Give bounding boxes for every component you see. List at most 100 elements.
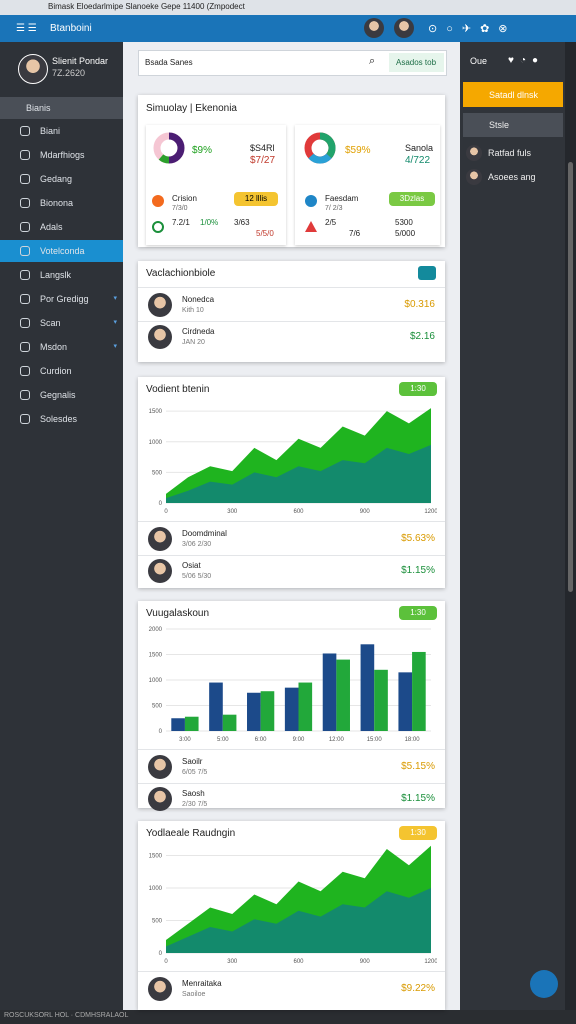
sidebar-item[interactable]: Curdion: [0, 360, 123, 382]
sidebar-item[interactable]: Adals: [0, 216, 123, 238]
row-name: Saosh: [182, 789, 205, 798]
sidebar-label: Gegnalis: [40, 390, 76, 400]
chart: 0 500 1000 1500 0 300 600 900 1200: [149, 845, 437, 965]
menu-icon[interactable]: ☰ ☰: [16, 23, 37, 34]
bar: [171, 718, 185, 731]
app-header: ☰ ☰ Btanboini ⊙○✈✿⊗: [0, 15, 576, 42]
badge: 12 lllis: [234, 192, 278, 206]
card-action[interactable]: [418, 266, 436, 280]
sidebar-item[interactable]: Msdon ▾: [0, 336, 123, 358]
sidebar-item[interactable]: Mdarfhiogs: [0, 144, 123, 166]
search-button[interactable]: Asados tob: [389, 53, 444, 72]
chevron: ▾: [113, 343, 117, 350]
sidebar-item[interactable]: Gegnalis: [0, 384, 123, 406]
sidebar-item[interactable]: Solesdes: [0, 408, 123, 430]
bar: [222, 714, 237, 731]
scroll-thumb[interactable]: [568, 162, 573, 592]
donut-icon: [153, 132, 185, 164]
chart: 0 500 1000 1500 0 300 600 900 1200: [149, 408, 437, 515]
y-tick-label: 1000: [149, 440, 163, 446]
panel-item[interactable]: Ratfad fuls: [488, 148, 532, 158]
row-sub: 5/06 5/30: [182, 573, 212, 580]
y-tick-label: 0: [159, 501, 163, 507]
x-tick-label: 15:00: [367, 737, 383, 743]
row-name: Osiat: [182, 561, 201, 570]
sidebar-item[interactable]: Por Gredigg ▾: [0, 288, 123, 310]
row-avatar: [148, 325, 172, 349]
row-sub: 3/06 2/30: [182, 541, 212, 548]
sidebar-item[interactable]: Gedang: [0, 168, 123, 190]
sidebar-icon: [20, 174, 30, 184]
row-name: Menraitaka: [182, 979, 222, 988]
panel-item[interactable]: Asoees ang: [488, 172, 536, 182]
row-value: $1.15%: [401, 793, 435, 804]
panel-icons[interactable]: ♥◔●: [508, 55, 545, 66]
sidebar-icon: [20, 366, 30, 376]
bar: [322, 653, 337, 731]
sidebar-icon: [20, 294, 30, 304]
x-tick-label: 300: [227, 959, 238, 965]
bar: [247, 692, 261, 731]
row-sub: Saoiloe: [182, 991, 206, 998]
panel-item: Satadl dlnsk: [489, 90, 539, 100]
row-avatar: [148, 755, 172, 779]
row-avatar: [148, 527, 172, 551]
sidebar-item[interactable]: Langslk: [0, 264, 123, 286]
row-name: Cirdneda: [182, 327, 215, 336]
row-name: Faesdam: [325, 194, 359, 203]
panel-item-active[interactable]: Satadl dlnsk: [463, 82, 563, 107]
x-tick-label: 300: [227, 509, 238, 515]
card-title: Yodlaeale Raudngin: [146, 828, 236, 839]
summary-card: Simuolay | Ekenonia $9% $S4Rl $7/27 Cris…: [138, 95, 445, 247]
stat: 5/000: [395, 229, 416, 238]
panel-avatar: [466, 169, 482, 185]
header-avatar[interactable]: [364, 18, 384, 38]
user-sub: 7Z.2620: [52, 68, 86, 78]
header-avatar[interactable]: [394, 18, 414, 38]
bar: [184, 716, 199, 731]
tab-title[interactable]: Bimask Eloedarlmipe Slanoeke Gepe 11400 …: [48, 2, 245, 11]
row-value: $9.22%: [401, 983, 435, 994]
row-icon: [305, 195, 317, 207]
bar: [398, 672, 413, 731]
y-tick-label: 1000: [149, 886, 163, 892]
bar: [284, 687, 299, 731]
sidebar-section: Bianis: [0, 97, 123, 119]
scrollbar[interactable]: [565, 42, 576, 1010]
sidebar-item[interactable]: Biani: [0, 120, 123, 142]
card-title: Vodient btenin: [146, 384, 210, 395]
x-tick-label: 1200: [424, 959, 437, 965]
x-tick-label: 900: [360, 509, 371, 515]
panel-item-box[interactable]: Stsle: [463, 113, 563, 137]
stat: 7/6: [349, 229, 361, 238]
fab[interactable]: [530, 970, 558, 998]
row-icon: [152, 221, 164, 233]
panel-title: Oue: [470, 56, 488, 66]
chart-card: Yodlaeale Raudngin 1:30 0 500 1000 1500 0 300 60…: [138, 821, 445, 1010]
sidebar-item[interactable]: Scan ▾: [0, 312, 123, 334]
x-tick-label: 1200: [424, 509, 437, 515]
search-box[interactable]: Bsada Sanes ⌕ Asados tob: [138, 50, 447, 76]
bar: [412, 651, 426, 731]
row-avatar: [148, 293, 172, 317]
area: [166, 444, 431, 503]
row-value: $2.16: [409, 331, 435, 342]
panel-item: Stsle: [489, 120, 510, 130]
value: $S4Rl: [250, 143, 275, 153]
separator: [138, 749, 445, 750]
search-icon[interactable]: ⌕: [369, 55, 376, 67]
sidebar-icon: [20, 270, 30, 280]
sidebar-item[interactable]: Bionona: [0, 192, 123, 214]
value: $7/27: [250, 155, 276, 166]
header-icons[interactable]: ⊙○✈✿⊗: [428, 23, 517, 35]
chevron: ▾: [113, 295, 117, 302]
x-tick-label: 900: [360, 959, 371, 965]
value: 4/722: [405, 155, 431, 166]
row-name: Doomdminal: [182, 529, 227, 538]
bar: [374, 669, 388, 731]
stat: 3/63: [234, 218, 250, 227]
percent: $9%: [192, 145, 213, 156]
sidebar-item[interactable]: Votelconda: [0, 240, 123, 262]
status-bar: ROSCUKSORL HOL · CDMHSRALAOL: [0, 1010, 576, 1024]
stat: 5/5/0: [256, 229, 274, 238]
